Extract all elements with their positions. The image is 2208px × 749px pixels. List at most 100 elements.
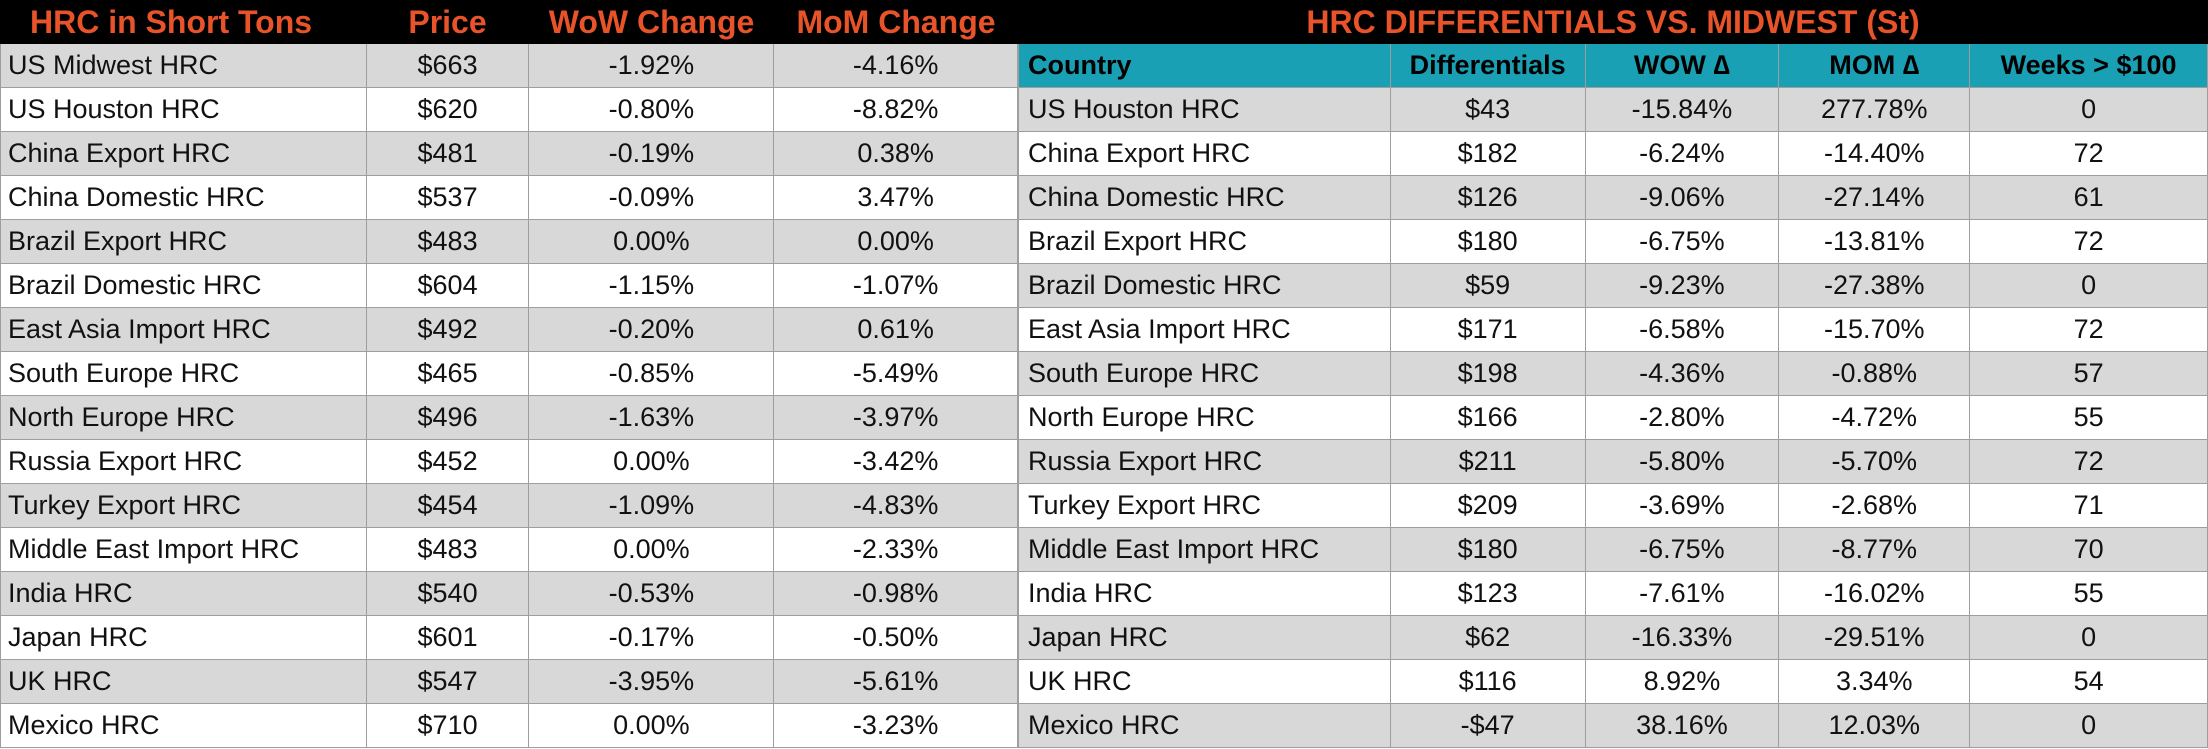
wow-change-cell: 0.00% xyxy=(529,528,775,571)
table-row: India HRC $123 -7.61% -16.02% 55 xyxy=(1019,572,2208,616)
wow-change-cell: -3.95% xyxy=(529,660,775,703)
product-name-cell: East Asia Import HRC xyxy=(1,308,367,351)
differential-cell: $43 xyxy=(1391,88,1586,131)
wow-change-cell: 0.00% xyxy=(529,440,775,483)
weeks-over-100-cell: 72 xyxy=(1970,308,2208,351)
differential-cell: $166 xyxy=(1391,396,1586,439)
product-name-cell: US Houston HRC xyxy=(1,88,367,131)
price-cell: $481 xyxy=(367,132,530,175)
weeks-over-100-cell: 55 xyxy=(1970,396,2208,439)
table-row: India HRC $540 -0.53% -0.98% xyxy=(1,572,1018,616)
hrc-differentials-table: HRC DIFFERENTIALS VS. MIDWEST (St) Count… xyxy=(1018,0,2208,749)
table-row: East Asia Import HRC $492 -0.20% 0.61% xyxy=(1,308,1018,352)
table-row: Russia Export HRC $211 -5.80% -5.70% 72 xyxy=(1019,440,2208,484)
mom-delta-cell: -27.38% xyxy=(1779,264,1971,307)
table-row: Japan HRC $62 -16.33% -29.51% 0 xyxy=(1019,616,2208,660)
wow-change-cell: -0.09% xyxy=(529,176,775,219)
table-row: UK HRC $547 -3.95% -5.61% xyxy=(1,660,1018,704)
country-cell: South Europe HRC xyxy=(1019,352,1391,395)
mom-change-cell: -1.07% xyxy=(774,264,1018,307)
differential-cell: $171 xyxy=(1391,308,1586,351)
wow-delta-cell: -5.80% xyxy=(1586,440,1780,483)
wow-delta-cell: 38.16% xyxy=(1586,704,1780,747)
wow-change-cell: -0.85% xyxy=(529,352,775,395)
wow-change-cell: -0.20% xyxy=(529,308,775,351)
country-cell: India HRC xyxy=(1019,572,1391,615)
mom-change-cell: -0.50% xyxy=(774,616,1018,659)
country-cell: Turkey Export HRC xyxy=(1019,484,1391,527)
mom-change-column-header: MoM Change xyxy=(796,4,996,40)
country-cell: US Houston HRC xyxy=(1019,88,1391,131)
product-name-cell: Turkey Export HRC xyxy=(1,484,367,527)
mom-delta-cell: -2.68% xyxy=(1779,484,1971,527)
hrc-differentials-title: HRC DIFFERENTIALS VS. MIDWEST (St) xyxy=(1018,0,2208,44)
country-column-header: Country xyxy=(1019,44,1391,87)
differential-cell: $126 xyxy=(1391,176,1586,219)
price-cell: $452 xyxy=(367,440,530,483)
mom-delta-column-header: MOM ∆ xyxy=(1779,44,1971,87)
weeks-over-100-cell: 55 xyxy=(1970,572,2208,615)
table-row: Brazil Export HRC $483 0.00% 0.00% xyxy=(1,220,1018,264)
table-row: Middle East Import HRC $180 -6.75% -8.77% 70 xyxy=(1019,528,2208,572)
mom-delta-cell: -5.70% xyxy=(1779,440,1971,483)
hrc-prices-table: HRC in Short Tons Price WoW Change MoM C… xyxy=(0,0,1018,749)
hrc-prices-header: HRC in Short Tons Price WoW Change MoM C… xyxy=(0,0,1018,44)
price-cell: $496 xyxy=(367,396,530,439)
wow-delta-cell: -9.06% xyxy=(1586,176,1780,219)
wow-delta-cell: -16.33% xyxy=(1586,616,1780,659)
mom-delta-cell: 3.34% xyxy=(1779,660,1971,703)
price-cell: $710 xyxy=(367,704,530,747)
hrc-prices-title: HRC in Short Tons xyxy=(30,4,313,40)
differentials-column-headers: Country Differentials WOW ∆ MOM ∆ Weeks … xyxy=(1019,44,2208,88)
table-row: Middle East Import HRC $483 0.00% -2.33% xyxy=(1,528,1018,572)
mom-change-cell: 3.47% xyxy=(774,176,1018,219)
price-cell: $465 xyxy=(367,352,530,395)
differential-cell: $198 xyxy=(1391,352,1586,395)
table-row: Brazil Domestic HRC $59 -9.23% -27.38% 0 xyxy=(1019,264,2208,308)
product-name-cell: US Midwest HRC xyxy=(1,44,367,87)
wow-delta-column-header: WOW ∆ xyxy=(1586,44,1780,87)
mom-delta-cell: 277.78% xyxy=(1779,88,1971,131)
wow-delta-cell: -3.69% xyxy=(1586,484,1780,527)
table-row: Brazil Domestic HRC $604 -1.15% -1.07% xyxy=(1,264,1018,308)
country-cell: China Domestic HRC xyxy=(1019,176,1391,219)
country-cell: East Asia Import HRC xyxy=(1019,308,1391,351)
mom-delta-cell: -14.40% xyxy=(1779,132,1971,175)
table-row: Mexico HRC $710 0.00% -3.23% xyxy=(1,704,1018,748)
product-name-cell: Middle East Import HRC xyxy=(1,528,367,571)
wow-change-cell: -1.92% xyxy=(529,44,775,87)
differential-cell: $123 xyxy=(1391,572,1586,615)
table-row: Turkey Export HRC $454 -1.09% -4.83% xyxy=(1,484,1018,528)
weeks-over-100-cell: 70 xyxy=(1970,528,2208,571)
mom-delta-cell: -15.70% xyxy=(1779,308,1971,351)
mom-change-cell: 0.38% xyxy=(774,132,1018,175)
table-row: East Asia Import HRC $171 -6.58% -15.70% 72 xyxy=(1019,308,2208,352)
weeks-over-100-cell: 57 xyxy=(1970,352,2208,395)
weeks-over-100-cell: 54 xyxy=(1970,660,2208,703)
country-cell: Mexico HRC xyxy=(1019,704,1391,747)
table-row: North Europe HRC $166 -2.80% -4.72% 55 xyxy=(1019,396,2208,440)
price-cell: $547 xyxy=(367,660,530,703)
mom-change-cell: -2.33% xyxy=(774,528,1018,571)
wow-delta-cell: -6.75% xyxy=(1586,220,1780,263)
differential-cell: $62 xyxy=(1391,616,1586,659)
differential-cell: $180 xyxy=(1391,220,1586,263)
differential-cell: $209 xyxy=(1391,484,1586,527)
table-row: South Europe HRC $198 -4.36% -0.88% 57 xyxy=(1019,352,2208,396)
mom-delta-cell: -16.02% xyxy=(1779,572,1971,615)
country-cell: Brazil Domestic HRC xyxy=(1019,264,1391,307)
wow-delta-cell: -6.24% xyxy=(1586,132,1780,175)
mom-change-cell: -5.49% xyxy=(774,352,1018,395)
differential-cell: $180 xyxy=(1391,528,1586,571)
table-row: US Houston HRC $43 -15.84% 277.78% 0 xyxy=(1019,88,2208,132)
wow-change-cell: -0.80% xyxy=(529,88,775,131)
hrc-prices-rows: US Midwest HRC $663 -1.92% -4.16% US Houston… xyxy=(0,44,1018,748)
product-name-cell: China Domestic HRC xyxy=(1,176,367,219)
mom-change-cell: -4.16% xyxy=(774,44,1018,87)
country-cell: North Europe HRC xyxy=(1019,396,1391,439)
country-cell: UK HRC xyxy=(1019,660,1391,703)
wow-delta-cell: -15.84% xyxy=(1586,88,1780,131)
price-cell: $483 xyxy=(367,528,530,571)
weeks-over-100-column-header: Weeks > $100 xyxy=(1970,44,2208,87)
